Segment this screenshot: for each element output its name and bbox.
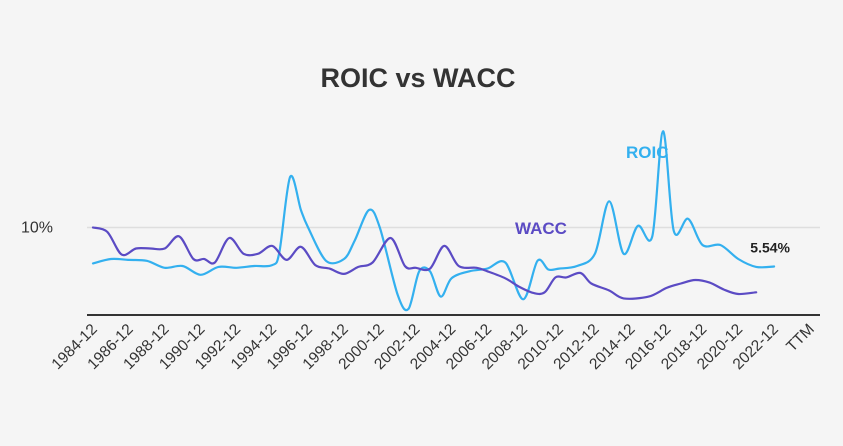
series-labels: ROIC WACC 5.54% — [515, 143, 791, 256]
roic-last-value-label: 5.54% — [750, 240, 790, 256]
wacc-series-label: WACC — [515, 219, 567, 238]
x-tick-label: TTM — [783, 321, 818, 356]
chart-title: ROIC vs WACC — [320, 63, 515, 93]
y-axis-ticks: 10% — [21, 220, 53, 237]
y-tick-label: 10% — [21, 220, 53, 237]
series-lines — [91, 130, 776, 312]
x-axis-ticks: 1984-121986-121988-121990-121992-121994-… — [49, 321, 818, 373]
roic-series-label: ROIC — [626, 143, 669, 162]
wacc-line — [91, 226, 758, 300]
roic-line — [91, 130, 776, 312]
